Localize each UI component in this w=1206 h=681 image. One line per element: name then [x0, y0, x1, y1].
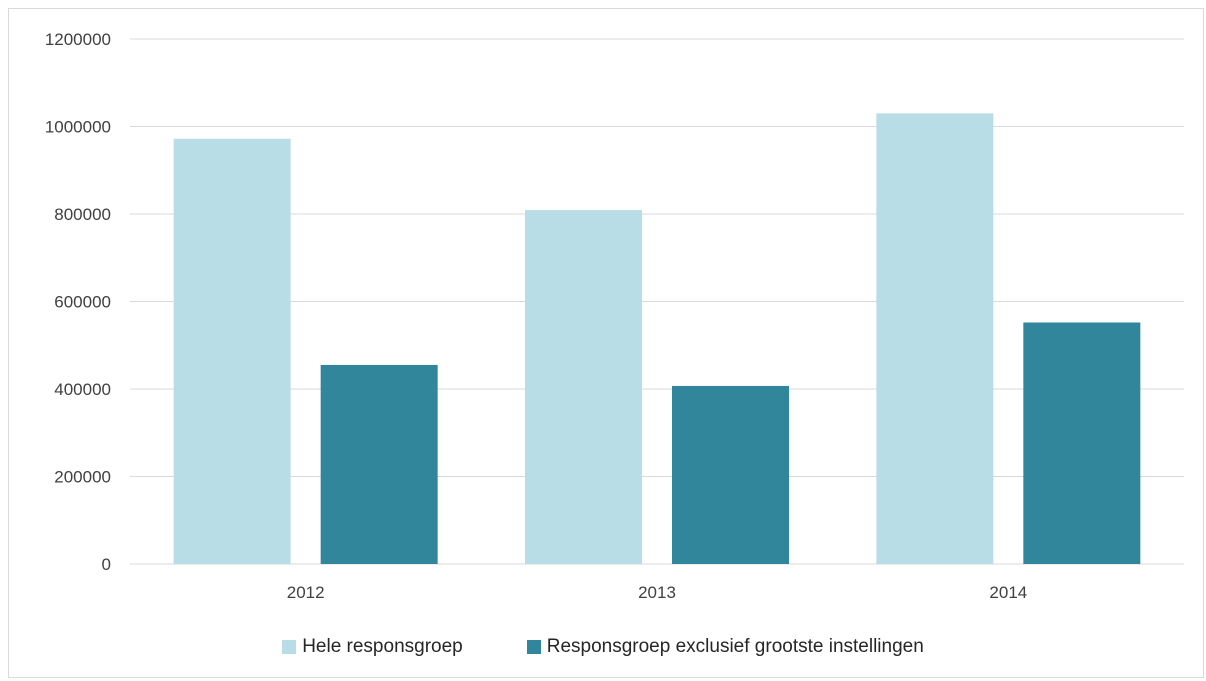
legend-swatch-hele-responsgroep: [282, 640, 297, 654]
y-axis-ticks: 0 200000 400000 600000 800000 1000000 1200000: [45, 30, 111, 574]
legend-item-hele-responsgroep: Hele responsgroep: [282, 636, 463, 658]
legend-swatch-responsgroep-exclusief: [526, 640, 541, 654]
x-tick-label: 2013: [638, 583, 676, 602]
legend-item-responsgroep-exclusief: Responsgroep exclusief grootste instelli…: [526, 636, 924, 658]
y-tick-label: 800000: [54, 205, 111, 224]
y-tick-label: 600000: [54, 293, 111, 312]
y-tick-label: 1200000: [45, 30, 111, 49]
bars: [173, 113, 1141, 564]
y-tick-label: 200000: [54, 468, 111, 487]
legend: Hele responsgroep Responsgroep exclusief…: [0, 636, 1206, 658]
x-tick-label: 2012: [287, 583, 325, 602]
y-tick-label: 1000000: [45, 118, 111, 137]
bar-2013-series-0: [525, 210, 642, 564]
bar-2014-series-0: [876, 113, 994, 564]
x-axis-ticks: 2012 2013 2014: [287, 583, 1027, 602]
gridlines: [130, 38, 1184, 565]
bar-2013-series-1: [672, 385, 789, 564]
x-tick-label: 2014: [989, 583, 1027, 602]
legend-label-responsgroep-exclusief: Responsgroep exclusief grootste instelli…: [546, 636, 924, 657]
legend-label-hele-responsgroep: Hele responsgroep: [302, 636, 463, 657]
bar-2012-series-0: [173, 138, 291, 564]
y-tick-label: 0: [102, 555, 111, 574]
y-tick-label: 400000: [54, 380, 111, 399]
bar-2012-series-1: [320, 364, 438, 564]
bar-2014-series-1: [1023, 322, 1141, 564]
